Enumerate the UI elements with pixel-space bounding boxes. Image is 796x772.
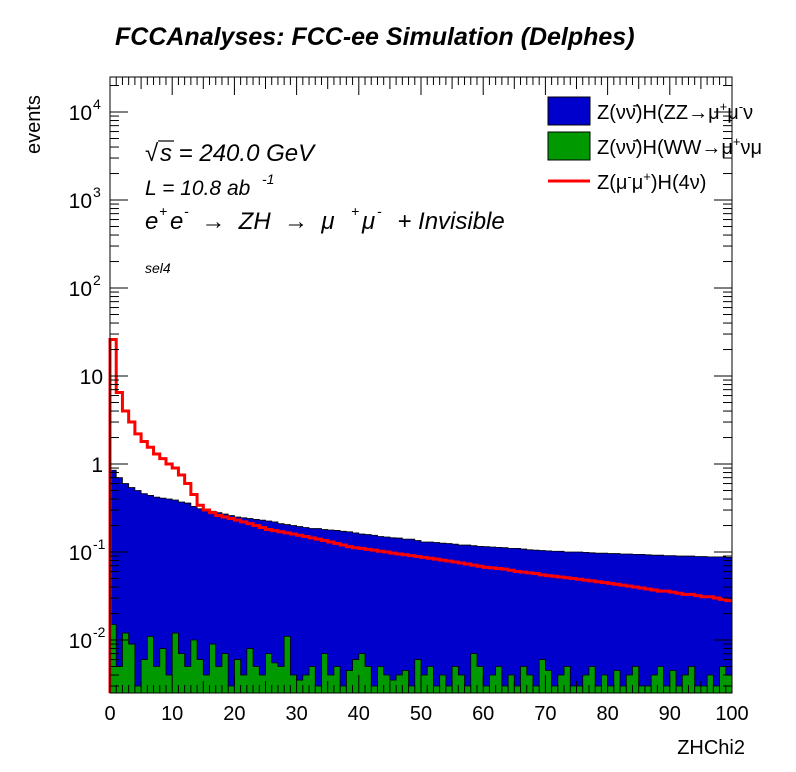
y-tick-label: 10 [69,278,92,301]
x-tick-label: 50 [410,703,432,725]
y-tick-label: 10 [69,102,92,125]
energy-value: = 240.0 GeV [172,140,316,167]
legend-label-signal: Z(μ-μ+)H(4ν) [597,169,706,194]
x-tick-label: 90 [659,703,681,725]
series-signal-line [108,338,732,693]
y-tick-exponent: -1 [93,536,106,552]
y-tick-exponent: -2 [93,624,106,640]
process-mu-sup1: + [351,203,359,219]
sqrt-symbol: √ [145,140,159,167]
process-annotation: e + e - → ZH → μ + μ - + Invisible [145,203,505,235]
legend-label-ww: Z(νν̄)H(WW→μ+νμ [597,134,762,159]
luminosity-annotation: L = 10.8 ab -1 [145,171,274,200]
x-tick-label: 20 [223,703,245,725]
process-ep-sup: + [159,203,167,219]
selection-label: sel4 [145,260,171,276]
x-tick-label: 80 [596,703,618,725]
y-tick-label: 10 [69,542,92,565]
y-tick-exponent: 3 [93,184,101,200]
x-tick-label: 10 [161,703,183,725]
legend-swatch-zz [547,96,591,126]
y-tick-label: 10 [69,630,92,653]
legend-label-zz: Z(νν̄)H(ZZ→μ+μ-ν [597,99,753,124]
energy-annotation: √ s = 240.0 GeV [145,140,316,167]
y-tick-exponent: 2 [93,272,101,288]
legend-swatch-ww [547,131,591,161]
x-tick-label: 0 [104,703,115,725]
process-mu-sup2: - [377,203,382,219]
process-mu: μ [361,208,375,235]
y-tick-label: 10 [80,366,103,389]
x-tick-label: 40 [348,703,370,725]
process-em: e [170,208,183,235]
y-tick-exponent: 4 [93,96,101,112]
process-arrow: → ZH → μ [188,208,334,235]
y-tick-label: 1 [91,454,103,477]
y-axis-label: events [23,95,45,154]
lumi-text: L = 10.8 ab [145,177,251,200]
x-axis: 0 10 20 30 40 50 60 70 80 90 100 [104,77,749,725]
chart-title: FCCAnalyses: FCC-ee Simulation (Delphes) [115,23,635,51]
y-tick-label: 10 [69,190,92,213]
process-em-sup: - [184,203,189,219]
x-tick-label: 60 [472,703,494,725]
energy-s: s [160,140,172,167]
series-ww-fill [109,624,733,694]
x-axis-label: ZHChi2 [677,737,745,759]
histogram-series [108,338,733,694]
process-ep: e [145,208,158,235]
x-tick-label: 100 [715,703,748,725]
process-tail: + Invisible [384,208,505,235]
legend: Z(νν̄)H(ZZ→μ+μ-ν Z(νν̄)H(WW→μ+νμ Z(μ-μ+)… [547,96,762,194]
x-tick-label: 70 [534,703,556,725]
lumi-exponent: -1 [262,171,274,187]
x-tick-label: 30 [285,703,307,725]
